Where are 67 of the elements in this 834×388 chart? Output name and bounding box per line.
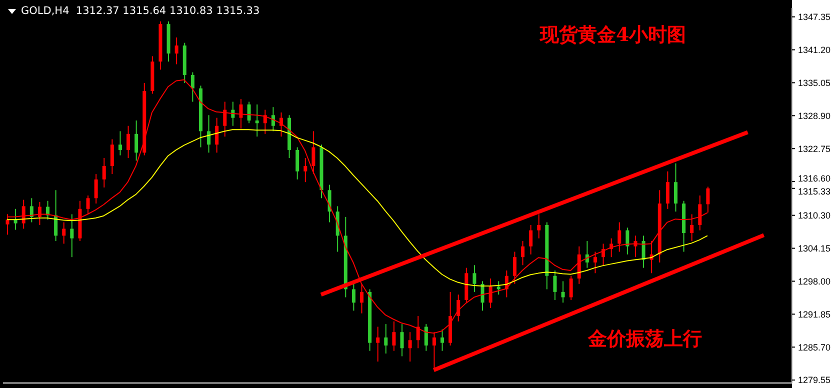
y-tick-label: 1335.05 [798,78,831,88]
candlestick [642,235,646,268]
candlestick [352,283,356,312]
candlestick [593,251,597,274]
y-tick-label: 1341.20 [798,44,831,55]
candlestick [626,227,630,255]
chart-title: GOLD,H4 1312.37 1315.64 1310.83 1315.33 [21,5,260,17]
candlestick [674,162,678,212]
candlestick [86,195,90,215]
candlestick [384,324,388,354]
y-tick-label: 1315.33 [798,186,831,197]
candlestick [360,283,364,314]
candlestick [174,36,178,65]
candlestick [553,270,557,300]
candlestick [618,222,622,252]
candlestick [22,199,26,230]
candlestick [94,174,98,204]
y-tick-label: 1285.70 [798,342,831,352]
candlestick [328,184,332,223]
candlestick [424,324,428,352]
candlestick [126,125,130,158]
candlestick [496,280,500,296]
candlestick [537,214,541,239]
candlestick [110,138,114,175]
candlestick [304,158,308,183]
candlestick [400,324,404,357]
candlestick [70,214,74,258]
candlestick [440,328,444,352]
candlestick [312,130,316,175]
candlestick [666,170,670,210]
candlestick [561,280,565,304]
y-tick-label: 1310.30 [798,210,831,220]
candlestick [408,332,412,362]
candlestick [134,120,138,162]
candlestick [296,146,300,180]
candlestick [239,98,243,130]
y-tick-label: 1316.60 [798,174,831,184]
y-tick-label: 1298.00 [798,276,831,286]
annotation: 现货黄金4小时图 [540,23,686,48]
candlestick [512,251,516,284]
annotation: 金价振荡上行 [588,327,702,352]
candlestick [118,130,122,156]
candlestick [521,240,525,266]
candlestick [690,214,694,242]
y-tick-label: 1322.75 [798,144,831,154]
candlestick [569,275,573,300]
candlestick [207,114,211,154]
y-tick-label: 1279.55 [798,375,831,386]
candlestick [223,101,227,138]
candlestick [698,195,702,231]
candlestick [247,101,251,124]
candlestick [472,264,476,292]
candlestick [62,222,66,244]
candlestick [376,326,380,362]
y-tick-label: 1304.15 [798,243,831,254]
candlestick [14,208,18,230]
candlestick [30,198,34,223]
candlestick [215,117,219,154]
candlestick [255,104,259,138]
candlestick [190,72,194,102]
candlestick [529,224,533,255]
candlestick [102,158,106,188]
candlestick [271,106,275,132]
candlestick [488,278,492,308]
y-tick-label: 1291.85 [798,309,831,320]
y-tick-label: 1328.90 [798,110,831,121]
y-tick-label: 1347.35 [798,12,831,22]
